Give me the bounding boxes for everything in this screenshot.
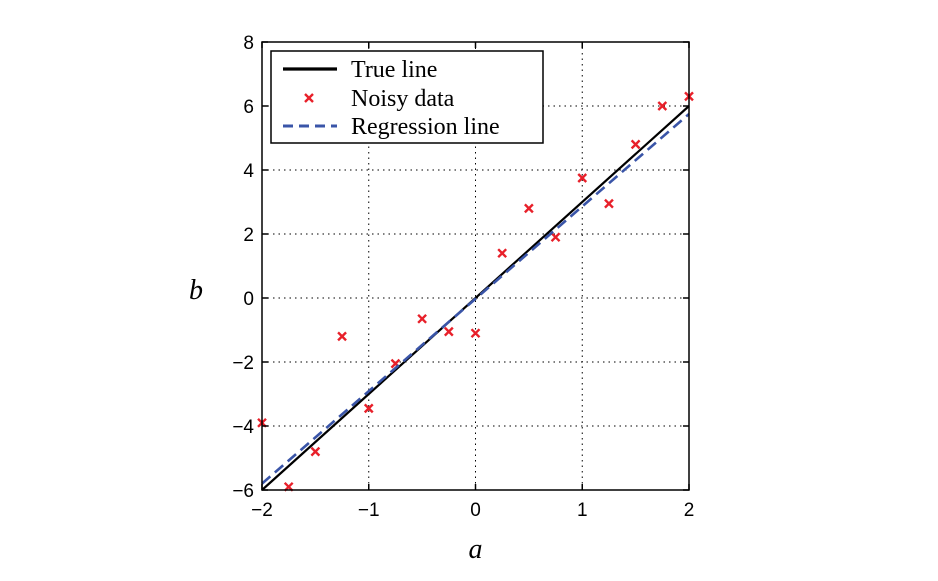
legend-label: True line [351,57,437,83]
legend-label: Noisy data [351,86,455,112]
marker-stroke [550,232,561,243]
axis-ticks: −2 −1 0 1 2 −6 −4 −2 0 2 4 6 8 [232,33,694,521]
marker-stroke [417,313,427,324]
legend-marker [304,93,314,103]
data-point [417,313,427,324]
y-tick-label: 8 [243,33,254,54]
data-point [310,446,321,457]
x-tick-label: −1 [358,500,380,521]
y-axis-label: b [189,275,203,306]
y-tick-label: −4 [232,417,254,438]
data-point [363,403,374,414]
marker-stroke [337,331,347,342]
x-tick-label: 0 [470,500,481,521]
legend-item: Noisy data [304,86,455,112]
data-point [604,198,614,209]
y-tick-label: 6 [243,97,254,118]
marker-stroke [604,198,614,209]
data-point [550,232,561,243]
marker-stroke [310,446,321,457]
marker-stroke [363,403,374,414]
y-tick-label: −6 [232,481,254,502]
x-tick-label: 2 [684,500,695,521]
x-tick-label: 1 [577,500,588,521]
data-point [470,328,481,339]
y-tick-label: −2 [232,353,254,374]
data-point [497,248,508,259]
marker-stroke [304,93,314,103]
data-point [630,139,641,150]
y-tick-label: 0 [243,289,254,310]
y-tick-label: 4 [243,161,254,182]
marker-stroke [577,173,588,183]
x-tick-label: −2 [251,500,273,521]
x-axis-label: a [469,534,483,565]
marker-stroke [630,139,641,150]
marker-stroke [524,203,534,214]
legend-item: True line [283,57,437,83]
data-point [524,203,534,214]
legend-label: Regression line [351,114,500,140]
marker-stroke [390,358,401,369]
data-point [577,173,588,183]
plot-series [257,91,694,492]
y-tick-label: 2 [243,225,254,246]
data-point [657,101,668,111]
marker-stroke [470,328,481,339]
marker-stroke [497,248,508,259]
data-point [337,331,347,342]
regression-line [261,113,690,485]
marker-stroke [657,101,668,111]
legend-item: Regression line [283,114,500,140]
legend-box [270,50,544,144]
data-point [443,326,454,337]
marker-stroke [443,326,454,337]
